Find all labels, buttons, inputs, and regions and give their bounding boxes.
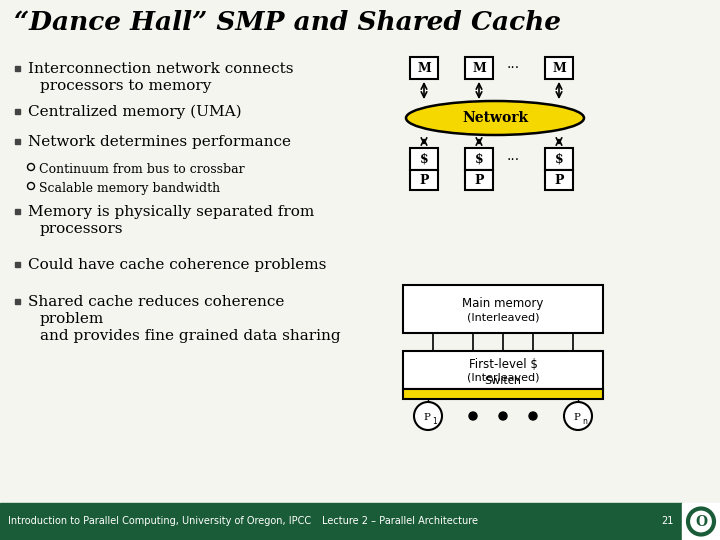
Text: ···: ··· [506,61,520,75]
Bar [403,351,603,389]
Text: Continuum from bus to crossbar: Continuum from bus to crossbar [39,163,245,176]
Bar [15,138,20,144]
Text: Main memory: Main memory [462,298,544,310]
Text: O: O [695,515,707,529]
Text: P: P [574,413,580,422]
Bar [15,261,20,267]
Bar [0,503,682,540]
Text: Lecture 2 – Parallel Architecture: Lecture 2 – Parallel Architecture [322,516,478,526]
Text: P: P [423,413,431,422]
Text: (Interleaved): (Interleaved) [467,372,539,382]
Circle shape [499,412,507,420]
Text: Interconnection network connects: Interconnection network connects [28,62,294,76]
Text: P: P [419,173,428,186]
Text: 1: 1 [432,417,437,427]
Text: Scalable memory bandwidth: Scalable memory bandwidth [39,182,220,195]
Text: Introduction to Parallel Computing, University of Oregon, IPCC: Introduction to Parallel Computing, Univ… [8,516,311,526]
Ellipse shape [406,101,584,135]
Bar [682,503,720,540]
Bar [403,285,603,333]
Text: (Interleaved): (Interleaved) [467,312,539,322]
Bar [410,57,438,79]
Bar [545,57,573,79]
Bar [15,208,20,213]
Circle shape [529,412,537,420]
Bar [15,109,20,113]
Bar [410,170,438,190]
Text: M: M [472,62,486,75]
Text: P: P [474,173,484,186]
Text: problem: problem [40,312,104,326]
Text: Switch: Switch [485,376,521,386]
Text: $: $ [420,152,428,165]
Text: processors to memory: processors to memory [40,79,212,93]
Text: “Dance Hall” SMP and Shared Cache: “Dance Hall” SMP and Shared Cache [14,10,561,35]
Text: First-level $: First-level $ [469,359,537,372]
Text: Network determines performance: Network determines performance [28,135,291,149]
Bar [15,299,20,303]
Circle shape [688,509,714,535]
Bar [15,65,20,71]
Circle shape [564,402,592,430]
Bar [545,148,573,170]
Text: 21: 21 [662,516,674,526]
Text: Network: Network [462,111,528,125]
Circle shape [414,402,442,430]
Bar [465,148,493,170]
Text: Could have cache coherence problems: Could have cache coherence problems [28,258,326,272]
Circle shape [469,412,477,420]
Text: M: M [417,62,431,75]
Text: Memory is physically separated from: Memory is physically separated from [28,205,314,219]
Bar [410,148,438,170]
Bar [465,57,493,79]
Text: $: $ [474,152,483,165]
Text: Shared cache reduces coherence: Shared cache reduces coherence [28,295,284,309]
Text: M: M [552,62,566,75]
Text: processors: processors [40,222,124,236]
Bar [403,389,603,399]
Text: and provides fine grained data sharing: and provides fine grained data sharing [40,329,341,343]
Bar [545,170,573,190]
Bar [465,170,493,190]
Text: ···: ··· [506,153,520,167]
Text: P: P [554,173,564,186]
Text: Centralized memory (UMA): Centralized memory (UMA) [28,105,242,119]
Text: $: $ [554,152,563,165]
Text: n: n [582,417,587,427]
